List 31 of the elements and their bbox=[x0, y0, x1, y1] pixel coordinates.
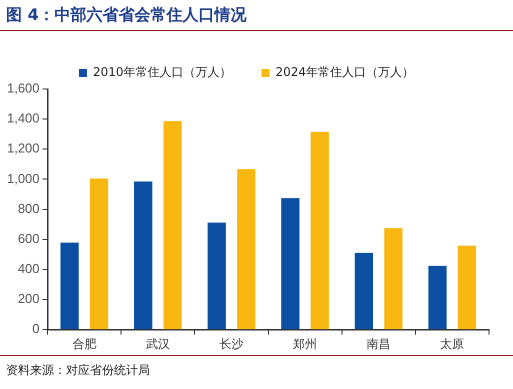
bar bbox=[60, 242, 79, 330]
x-tick-label: 太原 bbox=[440, 336, 464, 351]
y-tick-label: 800 bbox=[18, 200, 40, 216]
bar bbox=[208, 222, 226, 330]
legend-label: 2024年常住人口（万人） bbox=[276, 65, 414, 80]
bar bbox=[458, 246, 476, 330]
x-tick-label: 南昌 bbox=[366, 336, 391, 351]
y-tick-label: 1,600 bbox=[6, 80, 40, 96]
legend-label: 2010年常住人口（万人） bbox=[92, 65, 232, 80]
bar bbox=[163, 121, 182, 330]
text: 资料来源：对应省份统计局 bbox=[0, 355, 513, 379]
bar bbox=[310, 132, 329, 330]
bar bbox=[90, 178, 108, 330]
chart-title: 图 4：中部六省省会常住人口情况 bbox=[0, 0, 513, 31]
y-tick-label: 600 bbox=[18, 230, 40, 246]
x-tick-label: 武汉 bbox=[146, 336, 170, 351]
x-tick-label: 合肥 bbox=[72, 336, 96, 351]
x-tick-label: 长沙 bbox=[219, 336, 244, 351]
y-tick-label: 1,400 bbox=[6, 110, 40, 126]
y-tick-label: 1,200 bbox=[6, 140, 40, 156]
bar bbox=[281, 198, 300, 330]
y-tick-label: 200 bbox=[18, 291, 40, 306]
bar bbox=[428, 266, 447, 330]
bar bbox=[237, 169, 256, 330]
y-tick-label: 400 bbox=[18, 261, 40, 276]
y-tick-label: 0 bbox=[32, 321, 40, 336]
bar bbox=[354, 252, 374, 330]
bar bbox=[134, 181, 152, 330]
y-tick-label: 1,000 bbox=[6, 170, 40, 186]
bar bbox=[384, 228, 402, 330]
x-tick-label: 郑州 bbox=[293, 336, 318, 351]
